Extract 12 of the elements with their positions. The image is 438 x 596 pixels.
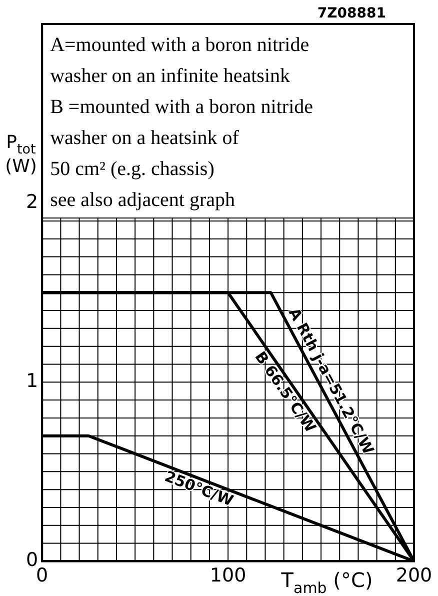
annotation: 50 cm² (e.g. chassis) [50, 158, 214, 180]
x-tick-label: 200 [396, 564, 432, 587]
y-tick-label: 1 [26, 370, 38, 392]
annotation: A=mounted with a boron nitride [50, 34, 310, 56]
annotation: see also adjacent graph [50, 188, 236, 211]
annotation: washer on a heatsink of [50, 126, 240, 149]
annotation: washer on an infinite heatsink [50, 64, 290, 87]
text: 7Z08881 [317, 6, 386, 22]
y-tick-label: 2 [26, 191, 38, 214]
annotation: B =mounted with a boron nitride [50, 96, 314, 118]
y-tick-label: 0 [26, 549, 38, 572]
x-tick-label: 100 [210, 564, 246, 587]
